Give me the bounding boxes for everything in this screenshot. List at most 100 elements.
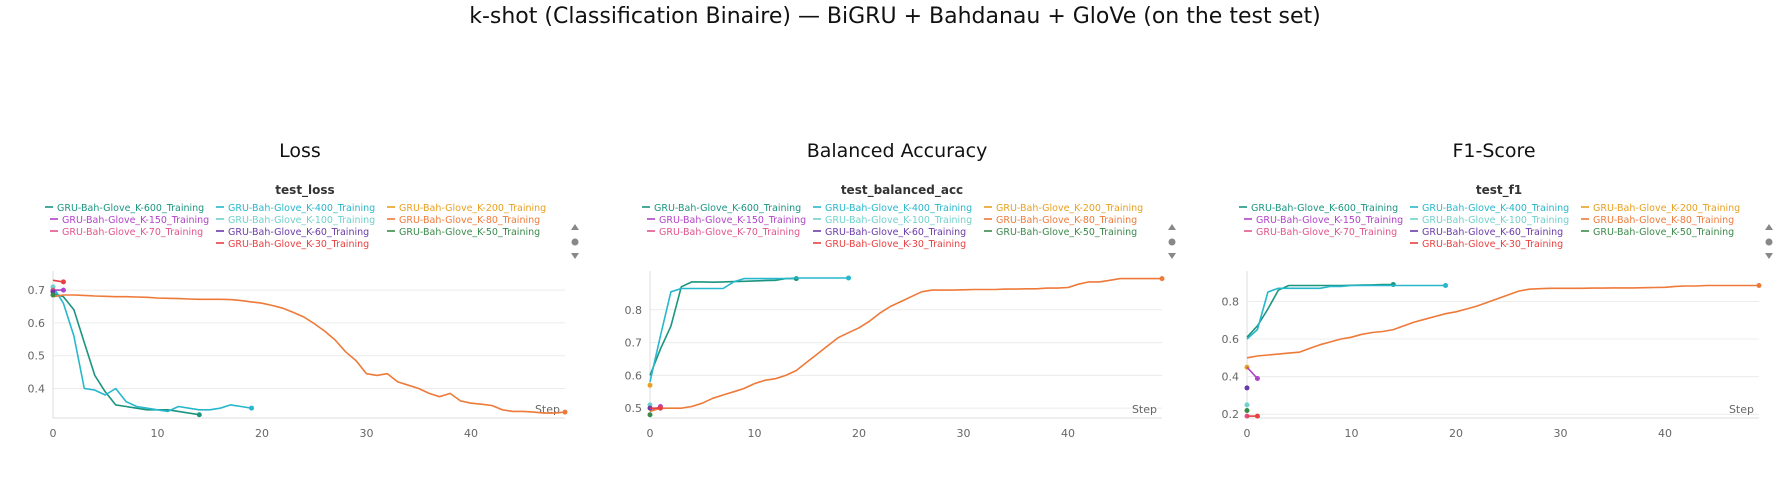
legend-entry: GRU-Bah-Glove_K-60_Training — [825, 227, 966, 238]
legend-scroll-up-icon[interactable] — [571, 224, 579, 230]
y-tick-label: 0.6 — [625, 369, 643, 382]
legend-entry: GRU-Bah-Glove_K-30_Training — [825, 239, 966, 250]
series-line — [1246, 366, 1258, 380]
series-endpoint — [1244, 407, 1250, 413]
balanced-accuracy-panel: Balanced Accuracy test_balanced_acc GRU-B… — [602, 140, 1192, 460]
y-tick-label: 0.8 — [1222, 295, 1240, 308]
legend-entry: GRU-Bah-Glove_K-70_Training — [1256, 227, 1397, 238]
x-tick-label: 0 — [647, 427, 654, 440]
x-tick-label: 20 — [852, 427, 866, 440]
legend-scroll-up-icon[interactable] — [1168, 224, 1176, 230]
y-tick-label: 0.5 — [625, 402, 643, 415]
x-tick-label: 40 — [1061, 427, 1075, 440]
y-tick-label: 0.6 — [28, 317, 46, 330]
y-tick-label: 0.8 — [625, 304, 643, 317]
y-tick-label: 0.7 — [625, 337, 643, 350]
series-endpoint — [60, 279, 66, 285]
chart-title: test_f1 — [1476, 183, 1522, 198]
series-endpoint — [1244, 385, 1250, 391]
series-endpoint — [1756, 282, 1762, 288]
panel-title: F1-Score — [1452, 140, 1536, 162]
legend-entry: GRU-Bah-Glove_K-200_Training — [996, 203, 1143, 214]
series-line — [52, 292, 200, 416]
legend-entry: GRU-Bah-Glove_K-50_Training — [399, 227, 540, 238]
legend-entry: GRU-Bah-Glove_K-200_Training — [1593, 203, 1740, 214]
x-tick-label: 20 — [255, 427, 269, 440]
legend-entry: GRU-Bah-Glove_K-60_Training — [1422, 227, 1563, 238]
x-axis-label: Step — [535, 403, 560, 416]
legend-entry: GRU-Bah-Glove_K-600_Training — [57, 203, 204, 214]
series-endpoint — [196, 412, 202, 418]
legend-entry: GRU-Bah-Glove_K-80_Training — [399, 215, 540, 226]
chart-title: test_balanced_acc — [841, 183, 963, 198]
legend-entry: GRU-Bah-Glove_K-70_Training — [659, 227, 800, 238]
legend-entry: GRU-Bah-Glove_K-150_Training — [659, 215, 806, 226]
series-line — [1246, 284, 1759, 359]
panel-title: Loss — [279, 140, 321, 162]
legend-entry: GRU-Bah-Glove_K-150_Training — [1256, 215, 1403, 226]
y-tick-label: 0.6 — [1222, 333, 1240, 346]
series-line — [649, 277, 849, 383]
legend-scroll-down-icon[interactable] — [1765, 253, 1773, 259]
x-tick-label: 30 — [359, 427, 373, 440]
legend-entry: GRU-Bah-Glove_K-70_Training — [62, 227, 203, 238]
x-tick-label: 30 — [1553, 427, 1567, 440]
series-endpoint — [1159, 276, 1165, 282]
legend-entry: GRU-Bah-Glove_K-400_Training — [228, 203, 375, 214]
chart-title: test_loss — [275, 183, 334, 198]
legend-entry: GRU-Bah-Glove_K-100_Training — [825, 215, 972, 226]
series-endpoint — [1244, 402, 1250, 408]
legend-entry: GRU-Bah-Glove_K-50_Training — [996, 227, 1137, 238]
series-endpoint — [846, 275, 852, 281]
legend-scroll-down-icon[interactable] — [1168, 253, 1176, 259]
legend-entry: GRU-Bah-Glove_K-30_Training — [1422, 239, 1563, 250]
series-endpoint — [249, 405, 255, 411]
y-tick-label: 0.2 — [1222, 408, 1240, 421]
series-line — [52, 294, 566, 414]
legend-entry: GRU-Bah-Glove_K-100_Training — [1422, 215, 1569, 226]
legend-dot-icon — [571, 238, 579, 246]
x-tick-label: 10 — [1344, 427, 1358, 440]
x-tick-label: 40 — [464, 427, 478, 440]
x-tick-label: 40 — [1658, 427, 1672, 440]
x-axis-label: Step — [1132, 403, 1157, 416]
x-tick-label: 10 — [747, 427, 761, 440]
loss-panel: Loss test_loss GRU-Bah-Glove_K-600_Traini… — [5, 140, 595, 460]
legend-entry: GRU-Bah-Glove_K-80_Training — [996, 215, 1137, 226]
series-endpoint — [647, 412, 653, 418]
legend-entry: GRU-Bah-Glove_K-60_Training — [228, 227, 369, 238]
y-tick-label: 0.7 — [28, 284, 46, 297]
series-endpoint — [647, 382, 653, 388]
series-endpoint — [1254, 376, 1260, 382]
series-endpoint — [50, 292, 56, 298]
x-tick-label: 0 — [1244, 427, 1251, 440]
y-tick-label: 0.4 — [1222, 371, 1240, 384]
series-endpoint — [657, 405, 663, 411]
series-line — [649, 277, 1162, 413]
series-endpoint — [562, 409, 568, 415]
series-endpoint — [60, 287, 66, 293]
panel-title: Balanced Accuracy — [806, 140, 988, 162]
series-endpoint — [1443, 282, 1449, 288]
x-tick-label: 30 — [956, 427, 970, 440]
legend-dot-icon — [1168, 238, 1176, 246]
legend-entry: GRU-Bah-Glove_K-200_Training — [399, 203, 546, 214]
legend-entry: GRU-Bah-Glove_K-400_Training — [825, 203, 972, 214]
legend-scroll-down-icon[interactable] — [571, 253, 579, 259]
x-tick-label: 10 — [150, 427, 164, 440]
legend-scroll-up-icon[interactable] — [1765, 224, 1773, 230]
series-line — [52, 286, 252, 413]
legend-entry: GRU-Bah-Glove_K-150_Training — [62, 215, 209, 226]
x-tick-label: 0 — [50, 427, 57, 440]
series-line — [649, 277, 797, 376]
balanced-accuracy-chart: test_balanced_acc GRU-Bah-Glove_K-600_Tra… — [625, 183, 1176, 440]
figure-title: k-shot (Classification Binaire) — BiGRU … — [469, 4, 1321, 29]
legend-entry: GRU-Bah-Glove_K-600_Training — [654, 203, 801, 214]
legend-dot-icon — [1765, 238, 1773, 246]
series-line — [1246, 284, 1446, 340]
legend-entry: GRU-Bah-Glove_K-30_Training — [228, 239, 369, 250]
legend-entry: GRU-Bah-Glove_K-100_Training — [228, 215, 375, 226]
y-tick-label: 0.4 — [28, 382, 46, 395]
